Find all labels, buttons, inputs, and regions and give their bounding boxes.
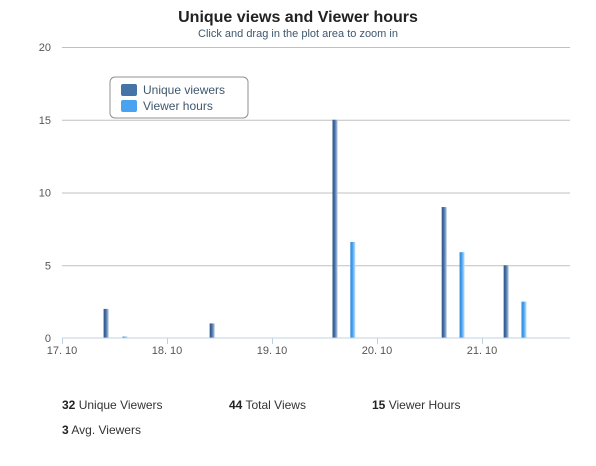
y-tick-label: 20 — [39, 42, 51, 54]
stat-viewer-hours: 15 Viewer Hours — [372, 398, 461, 412]
stats-summary: 32 Unique Viewers 44 Total Views 15 View… — [62, 398, 582, 458]
legend-swatch-viewer-hours — [121, 100, 137, 112]
gridlines — [62, 47, 570, 267]
bar-unique-viewers — [332, 119, 338, 338]
legend-label-unique-viewers: Unique viewers — [143, 83, 225, 97]
bar-viewer-hours — [459, 252, 465, 338]
x-tick-label: 20. 10 — [362, 345, 393, 357]
bar-viewer-hours — [122, 336, 128, 338]
stat-unique-viewers-label: Unique Viewers — [78, 398, 163, 412]
legend-label-viewer-hours: Viewer hours — [143, 99, 213, 113]
stat-total-views-value: 44 — [229, 398, 243, 412]
x-axis-ticks: 17. 10 18. 10 19. 10 20. 10 21. 10 — [47, 338, 498, 357]
bar-viewer-hours — [521, 301, 527, 338]
legend[interactable]: Unique viewers Viewer hours — [109, 76, 249, 119]
stat-avg-viewers-label: Avg. Viewers — [71, 423, 141, 437]
y-tick-label: 5 — [45, 260, 51, 272]
stat-unique-viewers-value: 32 — [62, 398, 76, 412]
x-tick-label: 17. 10 — [47, 345, 78, 357]
stat-viewer-hours-label: Viewer Hours — [388, 398, 461, 412]
stat-viewer-hours-value: 15 — [372, 398, 386, 412]
chart-svg[interactable]: Unique views and Viewer hours Click and … — [0, 0, 596, 370]
x-tick-label: 18. 10 — [152, 345, 183, 357]
stat-avg-viewers: 3 Avg. Viewers — [62, 423, 141, 437]
bar-unique-viewers — [441, 207, 447, 338]
y-tick-label: 15 — [39, 115, 51, 127]
y-tick-label: 10 — [39, 188, 51, 200]
y-axis-tick-labels: 0 5 10 15 20 — [39, 42, 51, 345]
bar-unique-viewers — [209, 323, 215, 338]
stat-unique-viewers: 32 Unique Viewers — [62, 398, 163, 412]
bars — [103, 119, 527, 338]
legend-item-viewer-hours[interactable]: Viewer hours — [121, 99, 213, 113]
legend-swatch-unique-viewers — [121, 84, 137, 96]
y-tick-label: 0 — [45, 333, 51, 345]
bar-unique-viewers — [103, 308, 109, 338]
stat-total-views: 44 Total Views — [229, 398, 306, 412]
stat-avg-viewers-value: 3 — [62, 423, 69, 437]
bar-viewer-hours — [350, 241, 356, 338]
legend-item-unique-viewers[interactable]: Unique viewers — [121, 83, 225, 97]
chart-container[interactable]: Unique views and Viewer hours Click and … — [0, 0, 596, 370]
legend-box — [109, 76, 249, 119]
chart-title: Unique views and Viewer hours — [178, 9, 418, 26]
x-tick-label: 19. 10 — [257, 345, 288, 357]
bar-unique-viewers — [503, 265, 509, 338]
stat-total-views-label: Total Views — [245, 398, 306, 412]
x-tick-label: 21. 10 — [467, 345, 498, 357]
chart-subtitle: Click and drag in the plot area to zoom … — [198, 28, 398, 40]
